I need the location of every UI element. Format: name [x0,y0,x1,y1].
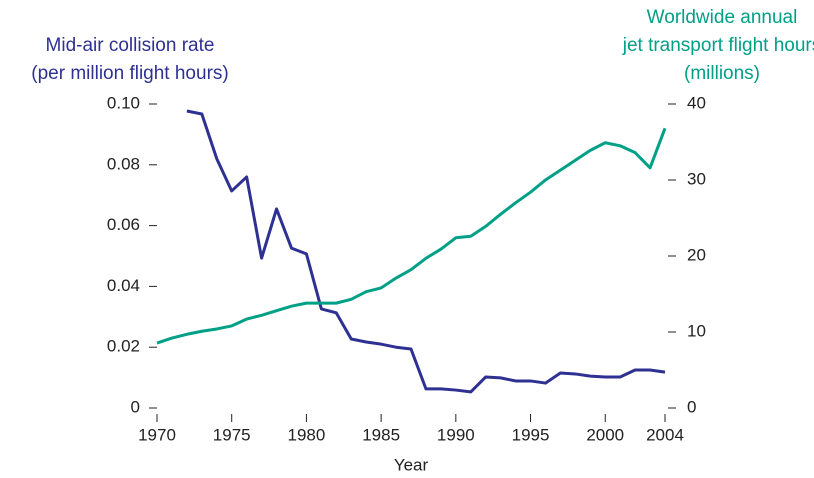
y-tick-label: 0.02 [107,337,140,356]
series-line [156,127,667,345]
x-tick-label: 1970 [138,425,176,444]
x-tick-label: 2000 [586,425,624,444]
x-tick-label: 1975 [213,425,251,444]
x-tick-label: 1980 [287,425,325,444]
x-tick-label: 1995 [512,425,550,444]
x-tick-label: 1985 [362,425,400,444]
y2-tick-label: 10 [687,321,706,340]
y-tick-label: 0.08 [107,154,140,173]
y-axis-label: Mid-air collision rate [46,35,215,56]
y2-tick-label: 20 [687,245,706,264]
y2-axis-label: (millions) [684,63,760,84]
y-tick-label: 0.10 [107,93,140,112]
y2-tick-label: 0 [687,397,696,416]
y2-tick-label: 40 [687,93,706,112]
y-tick-label: 0.04 [107,276,140,295]
y2-tick-label: 30 [687,169,706,188]
y-tick-label: 0 [131,397,140,416]
series-line [186,109,666,394]
y2-axis-label: Worldwide annual [647,7,798,28]
x-tick-label: 2004 [646,425,684,444]
y-tick-label: 0.06 [107,215,140,234]
y2-axis-label: jet transport flight hours [622,35,814,56]
x-axis-label: Year [394,455,429,474]
y-axis-label: (per million flight hours) [31,63,228,84]
x-tick-label: 1990 [437,425,475,444]
